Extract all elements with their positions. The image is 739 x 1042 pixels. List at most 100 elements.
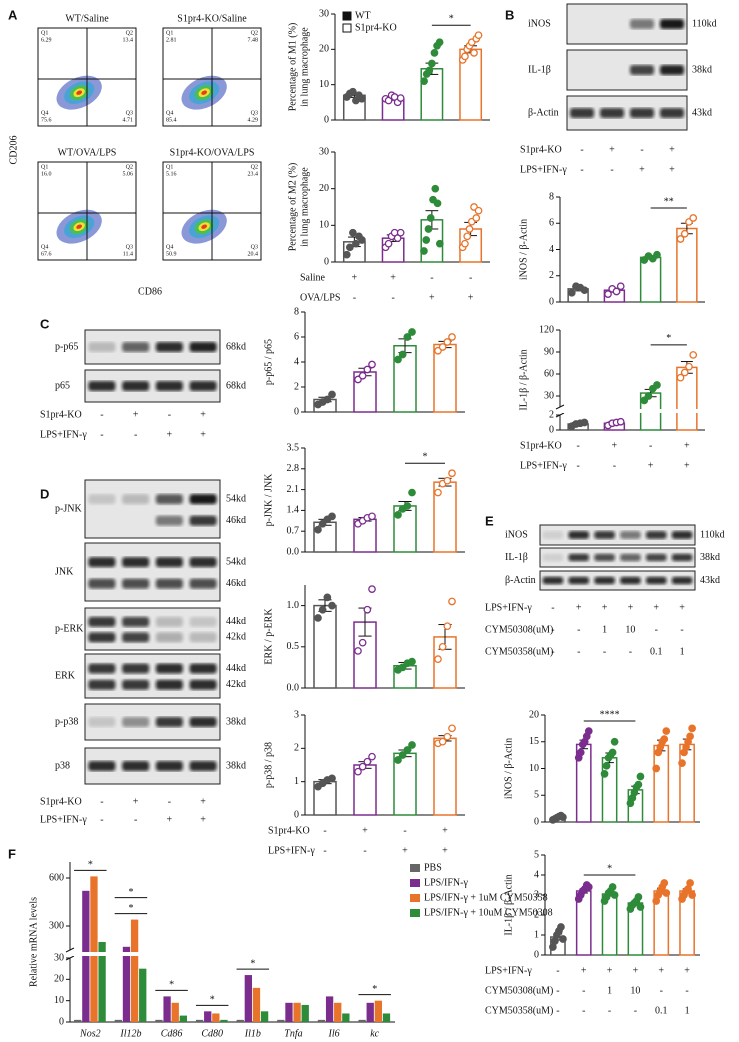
condition-mark: +: [167, 814, 173, 825]
flow-x-label: CD86: [138, 286, 162, 297]
bar: [130, 919, 139, 1022]
y-tick-label: 8: [549, 191, 554, 202]
condition-mark: -: [100, 409, 103, 420]
condition-mark: +: [402, 845, 408, 856]
condition-mark: +: [653, 602, 659, 613]
break-gap: [67, 952, 395, 956]
blot-band: [189, 342, 217, 352]
y-axis-label: Percentage of M2 (%): [287, 163, 298, 252]
panel-label: B: [505, 7, 514, 22]
data-point: [680, 229, 689, 238]
blot-band: [630, 19, 654, 29]
blot-size: 46kd: [226, 515, 246, 526]
condition-mark: +: [669, 144, 675, 155]
blot-band: [88, 679, 116, 690]
quadrant-name: Q2: [126, 30, 133, 36]
blot-label: iNOS: [505, 529, 528, 540]
condition-label: OVA/LPS: [300, 292, 340, 303]
data-point: [676, 373, 685, 382]
blot-size: 68kd: [226, 341, 246, 352]
y-tick-label: 1.0: [287, 600, 300, 611]
blot-band: [122, 494, 150, 505]
condition-mark: +: [684, 460, 690, 471]
condition-mark: -: [168, 796, 171, 807]
data-point: [408, 488, 416, 497]
blot-band: [660, 19, 684, 29]
blot-band: [594, 531, 615, 539]
data-point: [448, 724, 456, 733]
sig-label: *: [666, 333, 671, 344]
condition-mark: -: [556, 965, 559, 976]
condition-label: S1pr4-KO: [40, 409, 82, 420]
y-axis-label: in lung macrophage: [299, 27, 310, 107]
data-point: [608, 883, 617, 891]
data-point: [422, 236, 431, 244]
sig-label: *: [250, 958, 255, 969]
y-axis-label: Percentage of M1 (%): [287, 23, 298, 112]
condition-mark: -: [168, 409, 171, 420]
data-point: [403, 502, 412, 510]
condition-mark: 0.1: [650, 646, 663, 657]
sig-label: *: [169, 980, 174, 991]
blot-label: p38: [55, 760, 70, 771]
data-point: [368, 360, 376, 369]
x-tick-label: Nos2: [79, 1028, 101, 1039]
blot-frame: [539, 524, 696, 546]
data-point: [634, 780, 643, 789]
break-gap: [557, 409, 705, 413]
blot-band: [122, 342, 150, 352]
blot-label: iNOS: [528, 18, 551, 29]
sig-label: *: [128, 903, 133, 914]
blot-band: [542, 553, 564, 562]
condition-label: LPS+IFN-γ: [268, 845, 315, 856]
y-tick-label: 3.5: [287, 442, 300, 453]
data-point: [559, 813, 567, 822]
blot-band: [189, 494, 217, 505]
y-tick-label: 5: [534, 790, 539, 801]
condition-label: S1pr4-KO: [520, 144, 562, 155]
condition-mark: -: [582, 1005, 585, 1016]
y-tick-label: 4: [534, 869, 539, 880]
condition-label: LPS+IFN-γ: [40, 429, 87, 440]
condition-mark: +: [576, 602, 582, 613]
bar: [244, 975, 252, 1022]
condition-mark: +: [669, 164, 675, 175]
blot-band: [568, 576, 590, 585]
condition-mark: +: [602, 602, 608, 613]
data-point: [318, 519, 327, 528]
blot-size: 54kd: [226, 493, 246, 504]
quadrant-name: Q2: [251, 30, 258, 36]
legend-swatch: [342, 11, 352, 21]
condition-mark: -: [100, 796, 103, 807]
quadrant-name: Q1: [41, 164, 48, 170]
sig-label: **: [664, 196, 674, 207]
condition-mark: +: [684, 440, 690, 451]
condition-label: CYM50358(uM): [485, 1005, 553, 1016]
blot-band: [88, 663, 116, 674]
condition-mark: +: [167, 429, 173, 440]
bar: [98, 942, 106, 1022]
condition-label: CYM50308(uM): [485, 624, 553, 635]
bar: [433, 737, 457, 816]
panel-label: D: [40, 486, 49, 501]
blot-label: JNK: [55, 566, 74, 577]
bar: [639, 256, 662, 303]
legend-label: S1pr4-KO: [355, 22, 397, 33]
bar: [212, 1013, 220, 1022]
blot-band: [122, 717, 150, 727]
blot-label: IL-1β: [505, 552, 528, 563]
blot-size: 46kd: [226, 578, 246, 589]
quadrant-value: 7.48: [248, 37, 259, 43]
data-point: [676, 235, 685, 243]
condition-label: LPS+IFN-γ: [520, 164, 567, 175]
blot-label: ERK: [55, 670, 76, 681]
blot-band: [122, 578, 150, 589]
sig-label: *: [88, 860, 93, 871]
quadrant-name: Q3: [251, 110, 258, 116]
quadrant-value: 4.71: [123, 117, 134, 123]
blot-size: 38kd: [226, 760, 246, 771]
condition-mark: +: [633, 965, 639, 976]
blot-band: [155, 761, 183, 771]
y-tick-label: 30: [319, 146, 329, 157]
